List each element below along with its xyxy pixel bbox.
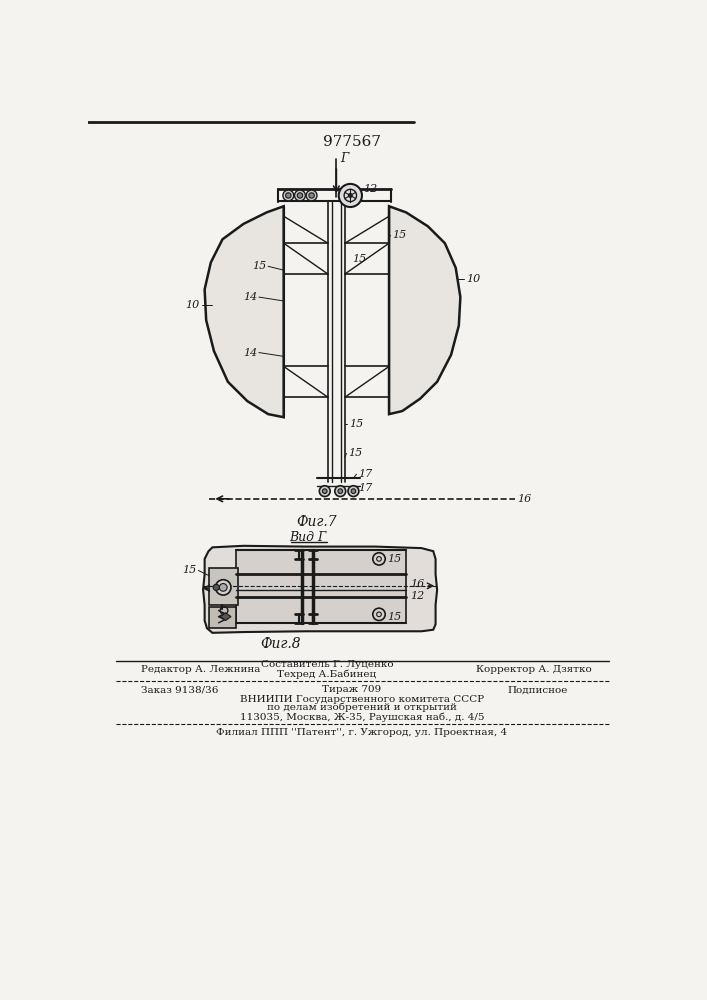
Text: 113035, Москва, Ж-35, Раушская наб., д. 4/5: 113035, Москва, Ж-35, Раушская наб., д. … — [240, 712, 484, 722]
Text: 15: 15 — [392, 231, 407, 240]
Circle shape — [213, 584, 219, 590]
Text: 14: 14 — [243, 348, 257, 358]
Polygon shape — [389, 206, 460, 414]
Circle shape — [283, 190, 293, 201]
Circle shape — [338, 489, 343, 493]
Circle shape — [320, 486, 330, 497]
Text: Составитель Г. Луценко: Составитель Г. Луценко — [261, 660, 393, 669]
Circle shape — [348, 486, 359, 497]
Text: Редактор А. Лежнина: Редактор А. Лежнина — [141, 665, 260, 674]
Text: 16: 16 — [410, 579, 424, 589]
Circle shape — [219, 584, 227, 591]
Text: Техред А.Бабинец: Техред А.Бабинец — [277, 670, 377, 679]
Circle shape — [339, 184, 362, 207]
Text: 10: 10 — [466, 274, 480, 284]
Text: Г: Г — [340, 152, 349, 165]
Text: 15: 15 — [182, 565, 197, 575]
Circle shape — [351, 489, 356, 493]
Text: 10: 10 — [185, 300, 199, 310]
Bar — [209, 607, 235, 628]
Text: Филиал ППП ''Патент'', г. Ужгород, ул. Проектная, 4: Филиал ППП ''Патент'', г. Ужгород, ул. П… — [216, 728, 508, 737]
Circle shape — [309, 193, 315, 198]
Text: 15: 15 — [387, 612, 402, 622]
Polygon shape — [204, 206, 284, 417]
Circle shape — [349, 194, 352, 197]
Bar — [209, 568, 238, 605]
Circle shape — [335, 486, 346, 497]
Text: 15: 15 — [352, 254, 366, 264]
Text: ВНИИПИ Государственного комитета СССР: ВНИИПИ Государственного комитета СССР — [240, 695, 484, 704]
Text: Подписное: Подписное — [508, 685, 568, 694]
Text: 15: 15 — [349, 419, 363, 429]
Polygon shape — [203, 546, 437, 633]
Text: 17: 17 — [358, 483, 373, 493]
Circle shape — [295, 190, 305, 201]
Text: 17: 17 — [358, 469, 373, 479]
Text: 12: 12 — [363, 184, 378, 194]
Text: 15: 15 — [387, 554, 402, 564]
Text: по делам изобретений и открытий: по делам изобретений и открытий — [267, 703, 457, 712]
Text: 15: 15 — [348, 448, 362, 458]
Text: Фиг.7: Фиг.7 — [297, 515, 337, 529]
Text: Корректор А. Дзятко: Корректор А. Дзятко — [476, 665, 592, 674]
Text: Фиг.8: Фиг.8 — [260, 637, 301, 651]
Circle shape — [297, 193, 303, 198]
Polygon shape — [220, 613, 231, 620]
Circle shape — [306, 190, 317, 201]
Text: 14: 14 — [243, 292, 257, 302]
Circle shape — [216, 580, 231, 595]
Text: Тираж 709: Тираж 709 — [322, 685, 382, 694]
Text: Заказ 9138/36: Заказ 9138/36 — [141, 685, 218, 694]
Text: 12: 12 — [410, 591, 424, 601]
Bar — [235, 550, 406, 623]
Circle shape — [322, 489, 327, 493]
Text: 15: 15 — [252, 261, 267, 271]
Circle shape — [286, 193, 291, 198]
Text: Вид Г: Вид Г — [289, 531, 327, 544]
Text: 16: 16 — [517, 494, 531, 504]
Text: 977567: 977567 — [323, 135, 381, 149]
